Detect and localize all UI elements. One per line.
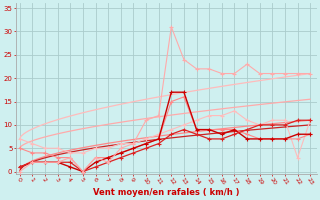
X-axis label: Vent moyen/en rafales ( km/h ): Vent moyen/en rafales ( km/h ) — [93, 188, 239, 197]
